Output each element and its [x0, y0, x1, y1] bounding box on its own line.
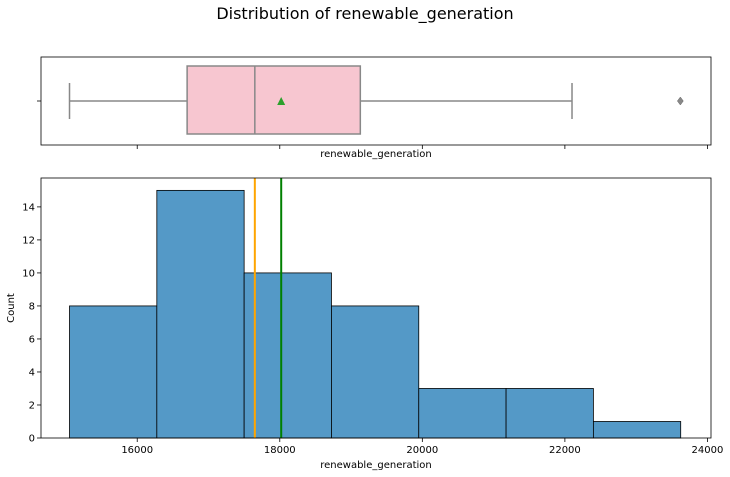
- histogram-xtick-label: 16000: [121, 445, 153, 456]
- histogram-xtick-label: 18000: [264, 445, 296, 456]
- histogram-ylabel: Count: [6, 293, 17, 323]
- histogram-xtick-label: 24000: [692, 445, 724, 456]
- histogram-ytick-label: 4: [29, 367, 35, 378]
- outlier-point: [677, 96, 684, 106]
- boxplot-axes: renewable_generation: [37, 56, 712, 160]
- histogram-bar: [331, 305, 420, 439]
- chart-title: Distribution of renewable_generation: [216, 4, 513, 24]
- histogram-ytick-label: 12: [22, 235, 35, 246]
- histogram-xtick-label: 20000: [406, 445, 438, 456]
- histogram-ytick-label: 0: [29, 434, 35, 445]
- histogram-ytick-label: 2: [29, 400, 35, 411]
- histogram-ytick-label: 6: [29, 334, 35, 345]
- histogram-bar: [243, 272, 332, 439]
- histogram-bar: [418, 388, 507, 439]
- mean-marker: [277, 97, 286, 105]
- histogram-ytick-label: 8: [29, 301, 35, 312]
- boxplot-xlabel: renewable_generation: [320, 149, 432, 160]
- iqr-box: [186, 65, 362, 135]
- histogram-bar: [156, 189, 245, 439]
- histogram-bar: [505, 388, 594, 439]
- histogram-ytick-label: 14: [22, 202, 35, 213]
- histogram-bar: [69, 305, 158, 439]
- histogram-xlabel: renewable_generation: [320, 460, 432, 471]
- histogram-ytick-label: 10: [22, 268, 35, 279]
- histogram-bar: [592, 421, 682, 439]
- histogram-frame: [40, 177, 712, 439]
- histogram-xtick-label: 22000: [549, 445, 581, 456]
- histogram-axes: 16000 18000 20000 22000 24000 0 2 4 6 8 10 12 14 re…: [6, 177, 724, 471]
